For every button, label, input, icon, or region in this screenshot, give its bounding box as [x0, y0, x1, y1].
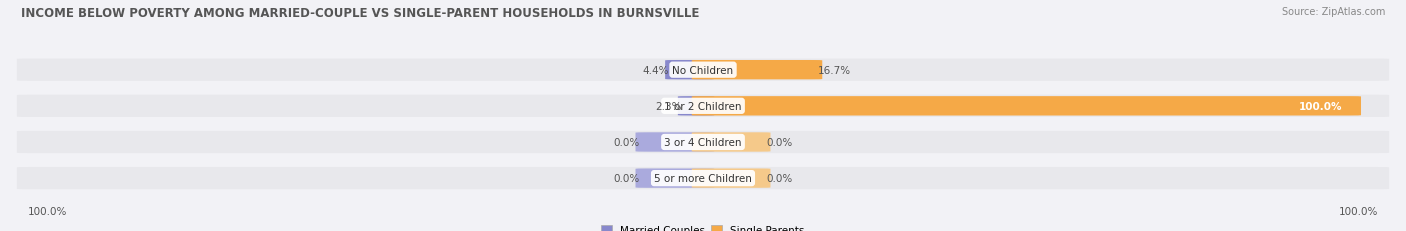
Text: Source: ZipAtlas.com: Source: ZipAtlas.com [1281, 7, 1385, 17]
Text: 16.7%: 16.7% [818, 65, 851, 75]
FancyBboxPatch shape [692, 133, 770, 152]
Text: 3 or 4 Children: 3 or 4 Children [664, 137, 742, 147]
Text: 0.0%: 0.0% [766, 137, 793, 147]
Text: 1 or 2 Children: 1 or 2 Children [664, 101, 742, 111]
Legend: Married Couples, Single Parents: Married Couples, Single Parents [602, 225, 804, 231]
Text: 2.3%: 2.3% [655, 101, 682, 111]
FancyBboxPatch shape [692, 97, 1361, 116]
FancyBboxPatch shape [665, 61, 714, 80]
Text: 100.0%: 100.0% [1299, 101, 1343, 111]
Text: 0.0%: 0.0% [613, 137, 640, 147]
Text: 0.0%: 0.0% [613, 173, 640, 183]
Text: 4.4%: 4.4% [643, 65, 669, 75]
FancyBboxPatch shape [692, 169, 770, 188]
Text: 100.0%: 100.0% [1339, 207, 1378, 216]
FancyBboxPatch shape [678, 97, 714, 116]
Text: 0.0%: 0.0% [766, 173, 793, 183]
FancyBboxPatch shape [692, 61, 823, 80]
Text: 100.0%: 100.0% [28, 207, 67, 216]
FancyBboxPatch shape [17, 95, 1389, 117]
FancyBboxPatch shape [17, 167, 1389, 189]
FancyBboxPatch shape [636, 133, 714, 152]
Text: INCOME BELOW POVERTY AMONG MARRIED-COUPLE VS SINGLE-PARENT HOUSEHOLDS IN BURNSVI: INCOME BELOW POVERTY AMONG MARRIED-COUPL… [21, 7, 699, 20]
Text: 5 or more Children: 5 or more Children [654, 173, 752, 183]
FancyBboxPatch shape [636, 169, 714, 188]
Text: No Children: No Children [672, 65, 734, 75]
FancyBboxPatch shape [17, 131, 1389, 153]
FancyBboxPatch shape [17, 59, 1389, 82]
